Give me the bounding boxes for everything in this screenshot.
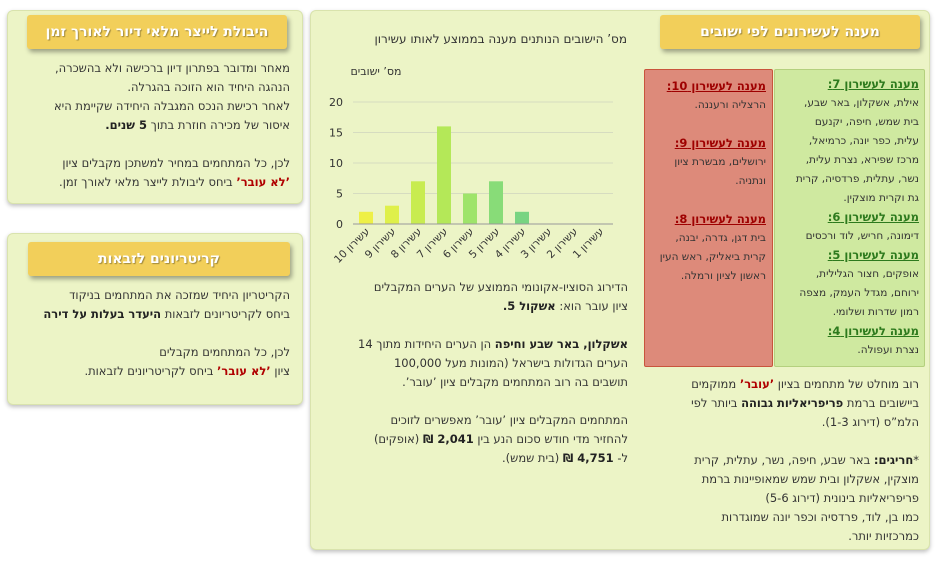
chart-caption: מס’ הישובים הנותנים מענה בממוצע לאותו עש… [374,32,628,46]
town-list-line: מרכז שפירא, נצרת עלית, [805,154,919,166]
housing-stock-text: מאחר ומדובר בפתרון דיון ברכישה ולא בהשכר… [54,61,290,189]
bar [489,181,503,224]
town-list-line: ראשון לציון ורמלה. [680,270,766,282]
deciles-title: מענה לעשירונים לפי ישובים [660,15,920,49]
town-list-line: עלית, כפר יונה, כרמיאל, [808,135,919,147]
x-tick-label: עשירון 10 [332,226,372,266]
town-list-line: בית שמש, חיפה, יקנעם [814,116,919,128]
town-list-line: ירוחם, מגדל העמק, מצפה [799,287,919,299]
bar [463,193,477,224]
decile-7-title: מענה לעשירון 7: [827,77,919,91]
bar [515,211,529,224]
town-list-line: אילת, אשקלון, באר שבע, [804,97,919,109]
decile-9-title: מענה לעשירון 9: [674,136,766,150]
green-deciles-box [774,69,925,367]
town-list-line: בית דגן, גדרה, יבנה, [675,232,766,244]
bar [411,181,425,224]
decile-8-title: מענה לעשירון 8: [674,212,766,226]
town-list-line: ונתניה. [735,175,766,187]
decile-5-title: מענה לעשירון 5: [827,248,919,262]
y-tick-label: 0 [336,218,343,231]
y-tick-label: 10 [329,157,343,170]
bar [385,205,399,224]
town-list-line: קרית ביאליק, ראש העין [659,251,766,263]
town-list-line: נצרת ועפולה. [857,344,919,356]
periphery-text: רוב מוחלט של מתחמים בציון ’עובר’ ממוקמים… [691,377,919,543]
decile-4-title: מענה לעשירון 4: [827,324,919,338]
town-list-line: אופקים, חצור הגלילית, [815,268,919,280]
decile-10-title: מענה לעשירון 10: [666,79,766,93]
y-axis-label: מס’ ישובים [351,65,402,78]
housing-stock-title: היבולת לייצר מלאי דיור לאורך זמן [27,15,287,49]
red-deciles-box [644,69,773,367]
town-list-line: רמון שדרות ושלומי. [832,306,919,318]
town-list-line: דימונה, חריש, לוד ורכסים [805,230,919,242]
eligibility-text: הקריטריון היחיד שמזכה את המתחמים בניקוד … [43,288,290,378]
middle-text: הדירוג הסוציו-אקונומי הממוצע של הערים המ… [358,280,628,465]
town-list-line: הרצליה ורעננה. [694,99,767,111]
decile-6-title: מענה לעשירון 6: [827,210,919,224]
town-list-line: נשר, עתלית, פרדסיה, קרית [795,173,919,185]
y-tick-label: 5 [336,188,343,201]
bar [359,211,373,224]
town-list-line: ירושלים, מבשרת ציון [674,156,766,168]
y-tick-label: 15 [329,127,343,140]
y-tick-label: 20 [329,96,343,109]
green-deciles-text: מענה לעשירון 7: אילת, אשקלון, באר שבע, בי… [779,75,919,360]
town-list-line: גת וקרית מוצקין. [843,192,919,204]
bar [437,126,451,224]
red-deciles-text: מענה לעשירון 10: הרצליה ורעננה. מענה לעש… [648,77,766,286]
eligibility-title: קריטריונים לזבאות [28,242,290,276]
